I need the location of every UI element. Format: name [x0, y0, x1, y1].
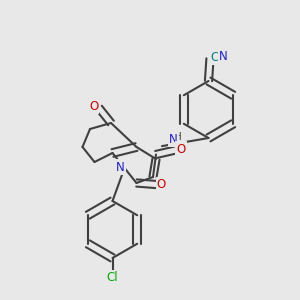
Text: Cl: Cl	[107, 271, 118, 284]
Text: N: N	[169, 133, 178, 146]
Text: C: C	[210, 51, 219, 64]
Text: O: O	[176, 142, 185, 156]
Text: O: O	[89, 100, 98, 113]
Text: N: N	[219, 50, 228, 63]
Text: N: N	[116, 160, 124, 174]
Text: O: O	[157, 178, 166, 191]
Text: H: H	[174, 132, 182, 142]
